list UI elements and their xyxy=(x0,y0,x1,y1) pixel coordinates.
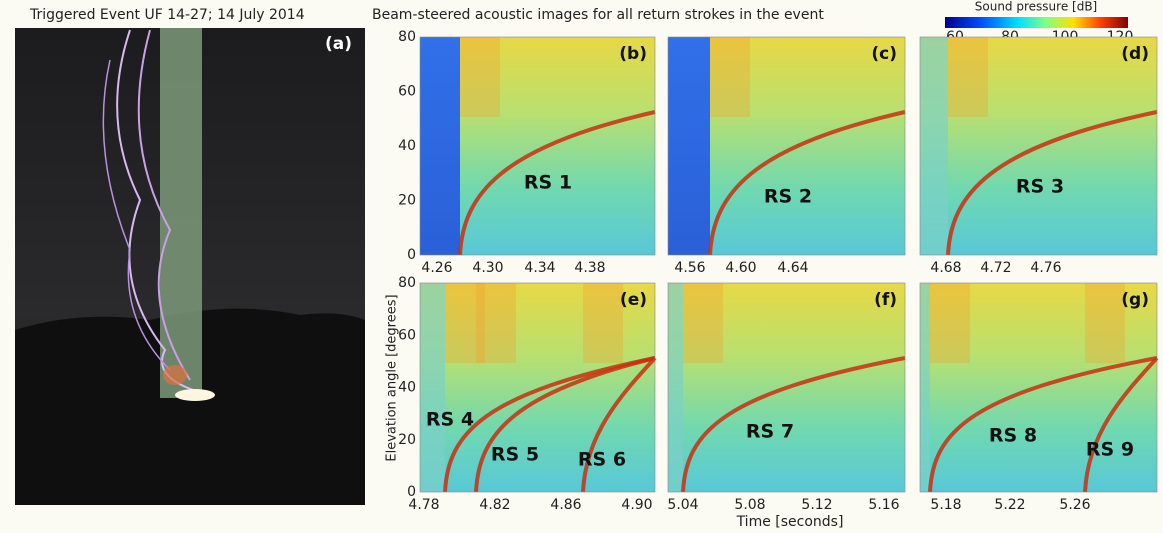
y-tick-label: 40 xyxy=(398,380,416,396)
stroke-trace xyxy=(1083,356,1159,493)
x-tick-label: 5.16 xyxy=(868,497,899,513)
x-tick-label: 5.18 xyxy=(930,497,961,513)
panel-frame xyxy=(667,36,906,256)
stroke-trace xyxy=(581,356,657,493)
panel-label: (c) xyxy=(871,44,897,64)
stroke-annotation: RS 2 xyxy=(764,186,812,208)
y-tick-label: 80 xyxy=(398,275,416,291)
panel-frame xyxy=(419,282,656,493)
y-tick-label: 20 xyxy=(398,432,416,448)
x-axis-label: Time [seconds] xyxy=(736,514,844,530)
pre-stroke-region xyxy=(668,283,683,492)
stroke-onset xyxy=(445,283,485,363)
stroke-trace xyxy=(681,356,906,493)
y-tick-label: 60 xyxy=(398,84,416,100)
y-tick-label: 0 xyxy=(407,247,416,263)
stroke-annotation: RS 9 xyxy=(1086,439,1134,461)
x-tick-label: 4.60 xyxy=(725,260,756,276)
acoustic-image xyxy=(420,283,655,492)
y-axis-label: Elevation angle [degrees] xyxy=(385,294,400,461)
panel-label: (b) xyxy=(619,44,647,64)
y-tick-label: 20 xyxy=(398,193,416,209)
y-tick-label: 40 xyxy=(398,138,416,154)
x-tick-label: 5.26 xyxy=(1059,497,1090,513)
stroke-onset xyxy=(930,283,970,363)
x-tick-label: 4.64 xyxy=(777,260,808,276)
x-tick-label: 4.86 xyxy=(550,497,581,513)
panel-frame xyxy=(919,282,1158,493)
x-tick-label: 4.26 xyxy=(421,260,452,276)
stroke-onset xyxy=(683,283,723,363)
stroke-annotation: RS 8 xyxy=(989,425,1037,447)
panel-label: (f) xyxy=(874,290,897,310)
stroke-trace xyxy=(443,356,656,493)
stroke-trace xyxy=(458,110,656,256)
y-tick-label: 0 xyxy=(407,484,416,500)
pre-stroke-region xyxy=(420,283,445,492)
x-tick-label: 4.68 xyxy=(930,260,961,276)
x-tick-label: 5.04 xyxy=(667,497,698,513)
panel-label: (d) xyxy=(1121,44,1149,64)
left-title: Triggered Event UF 14-27; 14 July 2014 xyxy=(29,7,305,23)
panel-frame xyxy=(667,282,906,493)
x-tick-label: 4.76 xyxy=(1030,260,1061,276)
stroke-onset xyxy=(1085,283,1125,363)
y-tick-label: 60 xyxy=(398,327,416,343)
x-tick-label: 4.78 xyxy=(408,497,439,513)
x-tick-label: 4.90 xyxy=(621,497,652,513)
panel-label: (g) xyxy=(1121,290,1149,310)
stroke-annotation: RS 5 xyxy=(491,444,539,466)
x-tick-label: 4.56 xyxy=(674,260,705,276)
pre-stroke-region xyxy=(920,283,930,492)
stroke-onset xyxy=(583,283,623,363)
x-tick-label: 4.72 xyxy=(980,260,1011,276)
x-tick-label: 4.30 xyxy=(472,260,503,276)
stroke-annotation: RS 1 xyxy=(524,172,572,194)
pre-stroke-region xyxy=(420,37,460,255)
x-tick-label: 5.12 xyxy=(801,497,832,513)
stroke-onset xyxy=(948,37,988,117)
stroke-annotation: RS 4 xyxy=(426,409,474,431)
stroke-onset xyxy=(476,283,516,363)
stroke-onset xyxy=(710,37,750,117)
stroke-trace xyxy=(928,356,1158,493)
x-tick-label: 4.34 xyxy=(524,260,555,276)
stroke-trace xyxy=(946,110,1158,256)
panel-label: (e) xyxy=(620,290,647,310)
colorbar xyxy=(945,17,1128,28)
stroke-annotation: RS 6 xyxy=(578,449,626,471)
x-tick-label: 5.22 xyxy=(994,497,1025,513)
stroke-annotation: RS 3 xyxy=(1016,176,1064,198)
right-title: Beam-steered acoustic images for all ret… xyxy=(372,7,824,23)
y-tick-label: 80 xyxy=(398,29,416,45)
pre-stroke-region xyxy=(668,37,710,255)
colorbar-label: Sound pressure [dB] xyxy=(975,0,1097,14)
panel-frame xyxy=(419,36,656,256)
stroke-trace xyxy=(474,356,656,493)
pre-stroke-region xyxy=(920,37,948,255)
stroke-trace xyxy=(708,110,906,256)
stroke-annotation: RS 7 xyxy=(746,421,794,443)
stroke-onset xyxy=(460,37,500,117)
x-tick-label: 4.82 xyxy=(479,497,510,513)
x-tick-label: 4.38 xyxy=(574,260,605,276)
x-tick-label: 5.08 xyxy=(734,497,765,513)
photo: (a) xyxy=(15,28,365,505)
panel-label: (a) xyxy=(325,34,352,54)
panel-frame xyxy=(919,36,1158,256)
